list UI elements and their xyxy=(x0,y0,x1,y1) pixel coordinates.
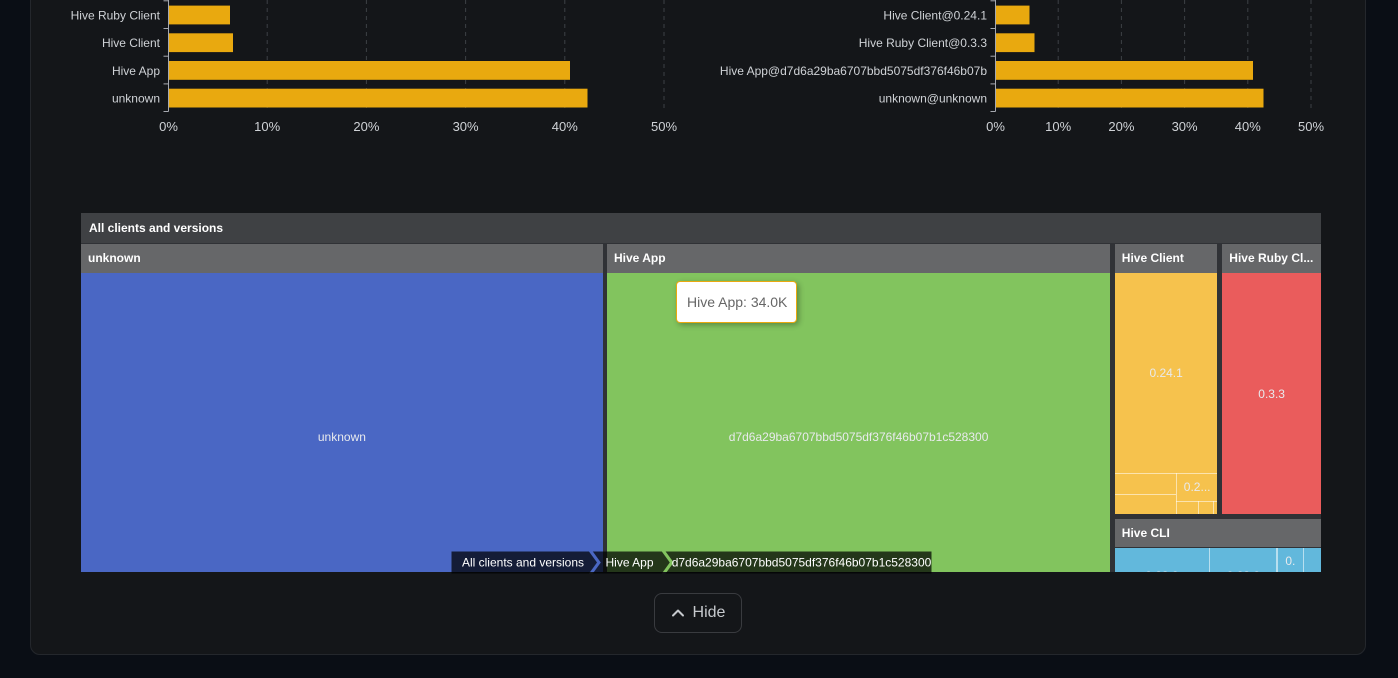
svg-text:40%: 40% xyxy=(552,119,578,134)
svg-text:0%: 0% xyxy=(986,119,1005,134)
svg-text:unknown: unknown xyxy=(112,92,160,106)
svg-text:unknown@unknown: unknown@unknown xyxy=(879,92,987,106)
svg-text:Hive App@d7d6a29ba6707bbd5075d: Hive App@d7d6a29ba6707bbd5075df376f46b07… xyxy=(720,64,987,78)
svg-text:50%: 50% xyxy=(1298,119,1324,134)
svg-text:Hive App: Hive App xyxy=(112,64,160,78)
svg-text:All clients and versions: All clients and versions xyxy=(462,556,584,570)
svg-text:20%: 20% xyxy=(353,119,379,134)
svg-text:d7d6a29ba6707bbd5075df376f46b0: d7d6a29ba6707bbd5075df376f46b07b1c528300 xyxy=(672,556,932,570)
svg-text:Hive Ruby Client: Hive Ruby Client xyxy=(71,9,161,23)
svg-text:30%: 30% xyxy=(453,119,479,134)
svg-text:Hive App: Hive App xyxy=(605,556,653,570)
svg-text:40%: 40% xyxy=(1235,119,1261,134)
svg-text:Hive Client@0.24.1: Hive Client@0.24.1 xyxy=(883,9,987,23)
svg-text:50%: 50% xyxy=(651,119,677,134)
svg-text:20%: 20% xyxy=(1108,119,1134,134)
svg-text:10%: 10% xyxy=(1045,119,1071,134)
svg-text:0%: 0% xyxy=(159,119,178,134)
svg-text:Hive Ruby Client@0.3.3: Hive Ruby Client@0.3.3 xyxy=(859,36,988,50)
svg-text:30%: 30% xyxy=(1172,119,1198,134)
svg-text:Hive Client: Hive Client xyxy=(102,36,161,50)
svg-text:10%: 10% xyxy=(254,119,280,134)
